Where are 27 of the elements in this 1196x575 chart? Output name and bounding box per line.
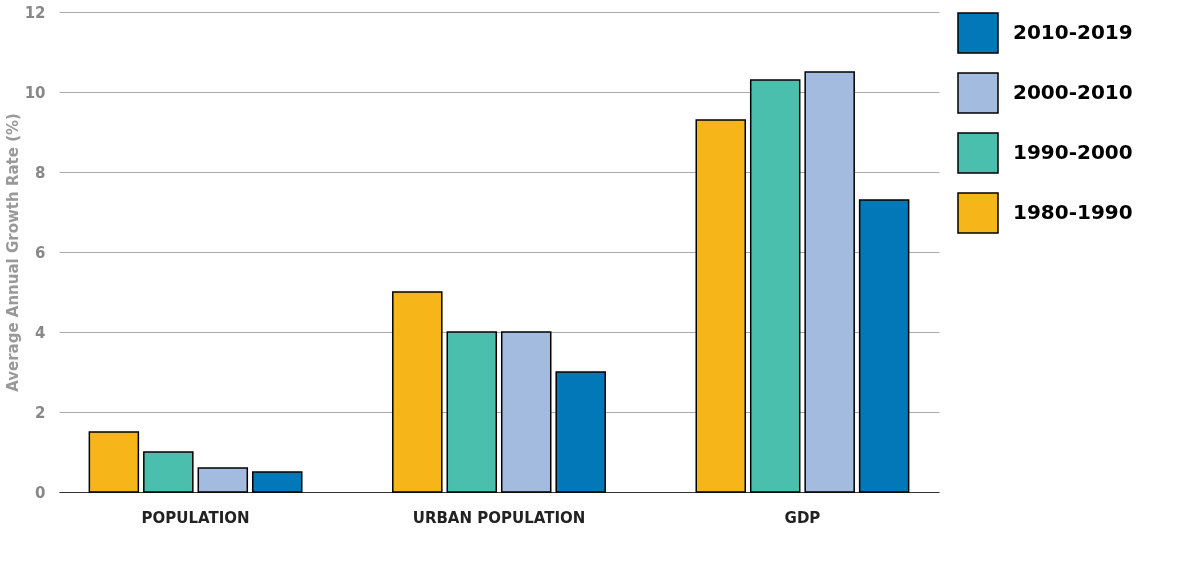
bar (446, 331, 498, 493)
bar (749, 79, 801, 493)
x-tick-label: URBAN POPULATION (412, 508, 586, 527)
bar (804, 71, 855, 493)
bar (392, 291, 443, 493)
y-axis-title: Average Annual Growth Rate (%) (3, 113, 22, 392)
bar (197, 467, 249, 493)
bar (858, 199, 910, 493)
x-tick-label: GDP (784, 508, 821, 527)
legend-label: 2000-2010 (1013, 80, 1133, 104)
legend-label: 1990-2000 (1013, 140, 1133, 164)
bar (251, 471, 303, 493)
y-tick-label: 0 (35, 483, 46, 502)
legend-label: 1980-1990 (1013, 200, 1133, 224)
bar (88, 431, 140, 493)
legend-label: 2010-2019 (1013, 20, 1133, 44)
bar (143, 451, 194, 493)
y-tick-label: 4 (35, 323, 46, 342)
bar (500, 331, 552, 493)
y-tick-label: 10 (24, 83, 46, 102)
y-tick-label: 8 (35, 163, 46, 182)
bar (695, 119, 747, 493)
x-tick-label: POPULATION (141, 508, 250, 527)
bar (555, 371, 606, 493)
y-tick-label: 12 (24, 3, 46, 22)
y-tick-label: 2 (35, 403, 46, 422)
y-tick-label: 6 (35, 243, 46, 262)
